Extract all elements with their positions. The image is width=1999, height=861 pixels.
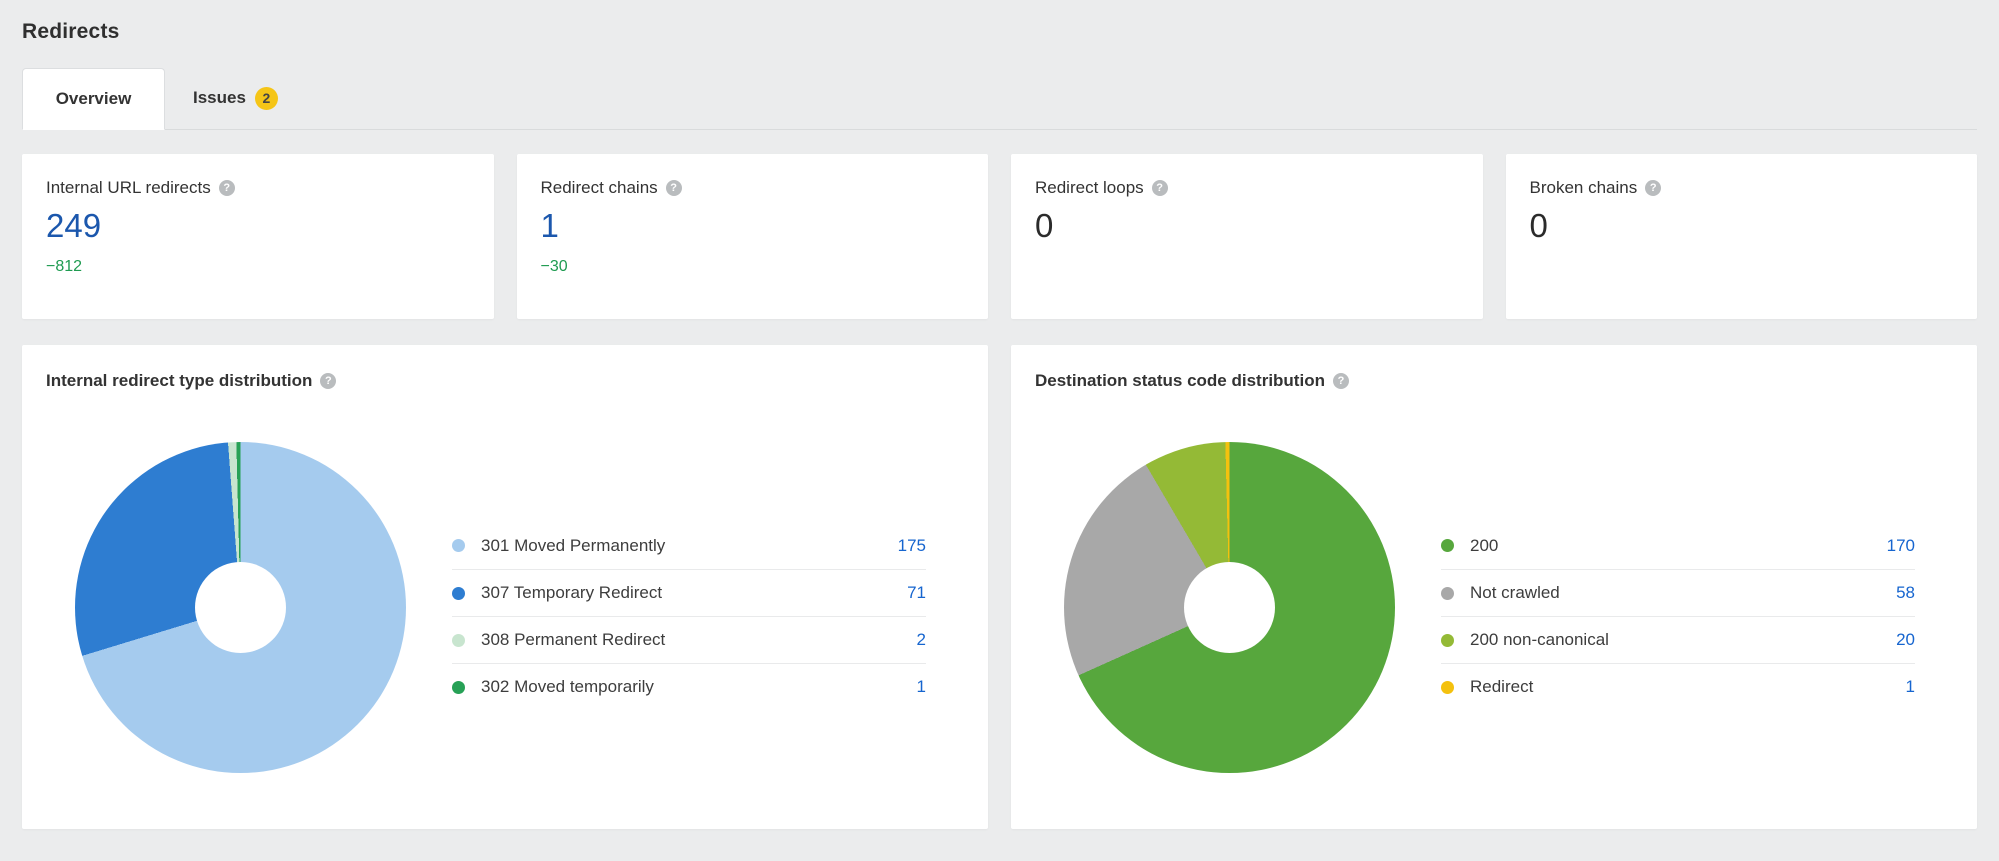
stat-delta: −30 bbox=[540, 258, 568, 275]
tab-issues-label: Issues bbox=[193, 88, 246, 107]
legend-label: Redirect bbox=[1470, 677, 1534, 696]
legend-dot-301 bbox=[452, 539, 465, 552]
stat-card-redirect-chains: Redirect chains ? 1 −30 bbox=[516, 154, 988, 319]
legend-value-link[interactable]: 2 bbox=[916, 630, 926, 649]
stat-card-broken-chains: Broken chains ? 0 bbox=[1505, 154, 1977, 319]
legend-value-link[interactable]: 20 bbox=[1896, 630, 1915, 649]
redirects-page: Redirects Overview Issues 2 Internal URL… bbox=[22, 20, 1977, 829]
legend-value-link[interactable]: 1 bbox=[916, 677, 926, 696]
chart-card-redirect-type-distribution: Internal redirect type distribution ? 30… bbox=[22, 345, 988, 829]
stat-cards-row: Internal URL redirects ? 249 −812 Redire… bbox=[22, 154, 1977, 319]
legend-label: 200 non-canonical bbox=[1470, 630, 1609, 649]
stat-card-redirect-loops: Redirect loops ? 0 bbox=[1011, 154, 1483, 319]
stat-label: Redirect chains ? bbox=[541, 178, 965, 198]
issues-count-badge: 2 bbox=[254, 86, 278, 110]
legend-row[interactable]: 302 Moved temporarily 1 bbox=[452, 663, 926, 710]
donut-hole bbox=[1184, 562, 1275, 653]
help-icon[interactable]: ? bbox=[218, 180, 235, 196]
chart-card-destination-status-distribution: Destination status code distribution ? 2… bbox=[1011, 345, 1977, 829]
help-icon[interactable]: ? bbox=[1645, 180, 1662, 196]
legend-row[interactable]: 200 non-canonical 20 bbox=[1441, 616, 1915, 663]
chart-title: Destination status code distribution ? bbox=[1035, 371, 1953, 391]
stat-delta: −812 bbox=[46, 258, 83, 275]
stat-label-text: Redirect chains bbox=[540, 178, 658, 197]
stat-delta bbox=[1530, 258, 1954, 276]
page-title: Redirects bbox=[22, 20, 120, 43]
stat-value: 0 bbox=[1035, 207, 1054, 244]
stat-label-text: Redirect loops bbox=[1035, 178, 1144, 197]
legend-dot-not-crawled bbox=[1441, 586, 1454, 600]
legend-value-link[interactable]: 170 bbox=[1886, 535, 1915, 555]
help-icon[interactable]: ? bbox=[1332, 373, 1349, 389]
chart-title: Internal redirect type distribution ? bbox=[46, 371, 964, 391]
legend-row[interactable]: 200 170 bbox=[1441, 522, 1915, 569]
stat-value: 0 bbox=[1529, 207, 1548, 244]
chart-legend: 200 170 Not crawled 58 200 non-canonical… bbox=[1441, 522, 1915, 710]
legend-label: 308 Permanent Redirect bbox=[481, 630, 666, 649]
legend-dot-200 bbox=[1441, 539, 1454, 552]
legend-row[interactable]: 308 Permanent Redirect 2 bbox=[452, 616, 926, 663]
help-icon[interactable]: ? bbox=[320, 373, 337, 389]
legend-row[interactable]: Not crawled 58 bbox=[1441, 569, 1915, 616]
legend-dot-200-non-canonical bbox=[1441, 633, 1454, 647]
legend-row[interactable]: 301 Moved Permanently 175 bbox=[452, 522, 926, 569]
legend-label: Not crawled bbox=[1470, 583, 1560, 602]
legend-label: 302 Moved temporarily bbox=[481, 677, 654, 696]
legend-dot-307 bbox=[452, 586, 465, 600]
legend-row[interactable]: Redirect 1 bbox=[1441, 663, 1915, 710]
help-icon[interactable]: ? bbox=[1151, 180, 1168, 196]
legend-value-link[interactable]: 58 bbox=[1896, 583, 1915, 602]
help-icon[interactable]: ? bbox=[665, 180, 682, 196]
tab-issues[interactable]: Issues 2 bbox=[165, 67, 306, 129]
stat-value[interactable]: 249 bbox=[46, 207, 102, 244]
stat-label-text: Broken chains bbox=[1529, 178, 1638, 197]
legend-label: 307 Temporary Redirect bbox=[481, 583, 663, 602]
tab-overview-label: Overview bbox=[55, 89, 132, 108]
legend-label: 301 Moved Permanently bbox=[481, 535, 666, 555]
stat-delta bbox=[1035, 258, 1459, 276]
stat-label: Redirect loops ? bbox=[1035, 178, 1459, 198]
legend-dot-308 bbox=[452, 633, 465, 647]
donut-chart-redirect-types[interactable] bbox=[75, 442, 406, 773]
tab-overview[interactable]: Overview bbox=[22, 68, 165, 130]
donut-hole bbox=[195, 562, 286, 653]
legend-dot-302 bbox=[452, 680, 465, 694]
chart-title-text: Destination status code distribution bbox=[1035, 371, 1325, 390]
legend-value-link[interactable]: 71 bbox=[907, 583, 926, 602]
chart-legend: 301 Moved Permanently 175 307 Temporary … bbox=[452, 522, 926, 710]
stat-card-internal-url-redirects: Internal URL redirects ? 249 −812 bbox=[22, 154, 494, 319]
legend-value-link[interactable]: 175 bbox=[897, 535, 926, 555]
legend-dot-redirect bbox=[1441, 680, 1454, 694]
legend-value-link[interactable]: 1 bbox=[1905, 677, 1915, 696]
tab-bar: Overview Issues 2 bbox=[22, 67, 1977, 130]
stat-label-text: Internal URL redirects bbox=[46, 178, 211, 197]
stat-label: Broken chains ? bbox=[1530, 178, 1954, 198]
legend-label: 200 bbox=[1470, 535, 1499, 555]
chart-title-text: Internal redirect type distribution bbox=[46, 371, 313, 390]
chart-cards-row: Internal redirect type distribution ? 30… bbox=[22, 345, 1977, 829]
donut-chart-status-codes[interactable] bbox=[1064, 442, 1395, 773]
stat-value[interactable]: 1 bbox=[540, 207, 559, 244]
legend-row[interactable]: 307 Temporary Redirect 71 bbox=[452, 569, 926, 616]
stat-label: Internal URL redirects ? bbox=[46, 178, 470, 198]
